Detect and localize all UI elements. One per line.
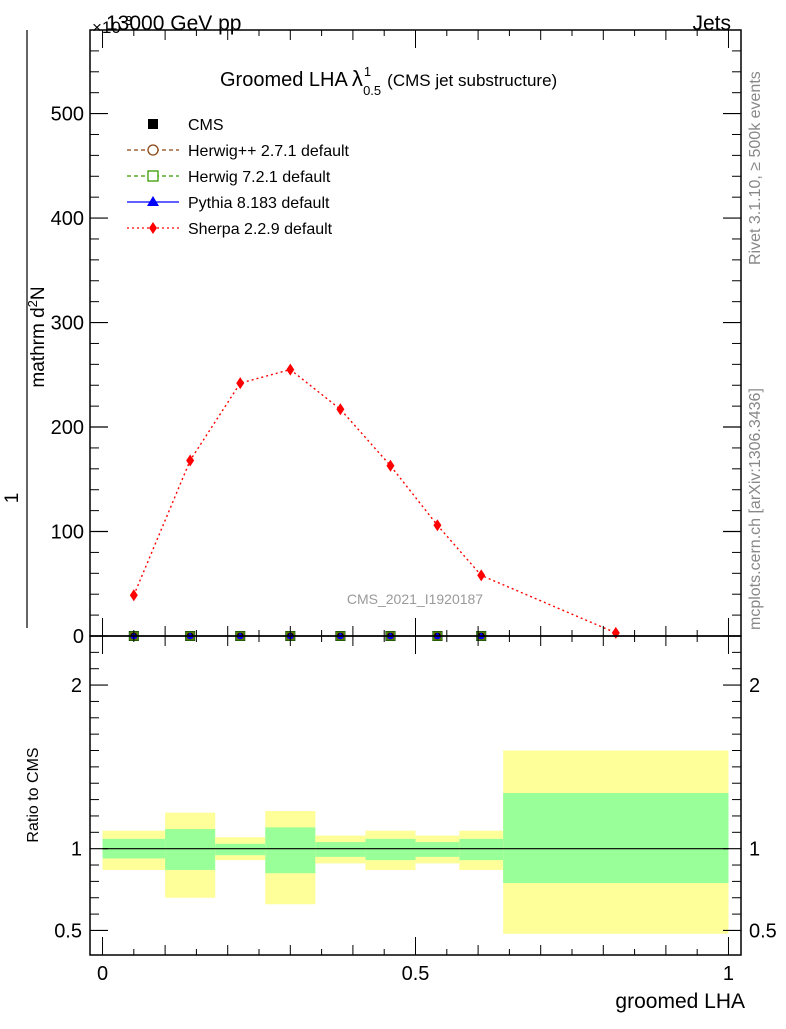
sherpa-point <box>286 363 295 376</box>
y-tick-label: 0 <box>73 626 84 648</box>
exponent-label: ×10-3 <box>92 13 132 37</box>
y-tick-label: 400 <box>51 208 84 230</box>
ratio-bands <box>102 750 729 934</box>
sherpa-point <box>186 454 195 467</box>
y-tick-label: 200 <box>51 417 84 439</box>
ratio-band-inner <box>365 838 416 861</box>
y-tick-label: 100 <box>51 522 84 544</box>
ratio-ticks: 0.5 0.5 1 1 2 2 0 0.5 1 <box>54 636 777 985</box>
legend-entry-sherpa: Sherpa 2.2.9 default <box>127 221 333 238</box>
plot-title-sub: 0.5 <box>363 83 381 98</box>
y-axis-label: 1 mathrm d2N <box>2 30 49 628</box>
legend-marker <box>149 222 157 234</box>
legend-entry-cms: CMS <box>148 117 224 134</box>
y-tick-label: 300 <box>51 313 84 335</box>
ratio-y-tick-label: 1 <box>71 839 82 861</box>
plot-subtitle: (CMS jet substructure) <box>387 71 557 90</box>
ratio-band-inner <box>415 842 460 857</box>
sherpa-point <box>386 459 395 472</box>
legend-label: Herwig++ 2.7.1 default <box>188 143 350 160</box>
legend: CMS Herwig++ 2.7.1 default Herwig 7.2.1 de… <box>127 117 350 238</box>
ratio-y-tick-label-right: 2 <box>749 675 760 697</box>
y-label-prefix: 1 <box>2 493 23 504</box>
legend-marker <box>148 119 158 129</box>
ratio-y-tick-label: 0.5 <box>54 920 82 942</box>
legend-marker <box>147 196 159 206</box>
exponent-base: ×10 <box>92 18 121 37</box>
sherpa-point <box>336 403 345 416</box>
sherpa-point <box>477 569 486 582</box>
x-tick-label: 0.5 <box>402 963 430 985</box>
ratio-y-label: Ratio to CMS <box>25 747 42 842</box>
sherpa-point <box>433 519 442 532</box>
plot-title: Groomed LHA λ1 0.5 (CMS jet substructure) <box>220 64 557 98</box>
ratio-band-inner <box>215 843 266 856</box>
ratio-y-tick-label-right: 0.5 <box>749 920 777 942</box>
legend-label: Herwig 7.2.1 default <box>188 169 331 186</box>
x-tick-label: 1 <box>723 963 734 985</box>
ratio-y-tick-label: 2 <box>71 675 82 697</box>
ratio-band-inner <box>503 793 729 884</box>
analysis-watermark: CMS_2021_I1920187 <box>347 591 483 607</box>
ratio-plot: 0.5 0.5 1 1 2 2 0 0.5 1 Ratio to CMS groomed LHA <box>25 635 777 1013</box>
sherpa-point <box>236 377 245 390</box>
ratio-band-inner <box>459 838 504 861</box>
legend-marker <box>147 144 159 156</box>
mcplots-label: mcplots.cern.ch [arXiv:1306.3436] <box>747 388 764 630</box>
ratio-band-inner <box>265 827 316 874</box>
x-axis-label: groomed LHA <box>615 990 745 1013</box>
legend-label: CMS <box>188 117 224 134</box>
legend-label: Sherpa 2.2.9 default <box>188 221 333 238</box>
main-y-ticks: 0 100 200 300 400 500 <box>51 29 741 648</box>
y-num-end: N <box>28 286 49 300</box>
y-label-numerator: mathrm d2N <box>25 286 49 387</box>
plot-title-symbol: λ <box>352 66 363 91</box>
y-num-text: mathrm d <box>28 307 49 387</box>
sherpa-point <box>611 626 620 639</box>
legend-marker <box>147 170 159 182</box>
sherpa-point <box>129 589 138 602</box>
sherpa-series-line <box>133 368 617 634</box>
ratio-y-tick-label-right: 1 <box>749 839 760 861</box>
category-label: Jets <box>692 12 731 35</box>
legend-entry-herwig7: Herwig 7.2.1 default <box>127 169 331 186</box>
ratio-band-inner <box>165 829 216 870</box>
rivet-version-label: Rivet 3.1.10, ≥ 500k events <box>747 71 764 265</box>
y-num-sup: 2 <box>25 300 40 307</box>
legend-entry-herwigpp: Herwig++ 2.7.1 default <box>127 143 350 160</box>
legend-label: Pythia 8.183 default <box>188 195 330 212</box>
y-tick-label: 500 <box>51 104 84 126</box>
exponent-power: -3 <box>121 13 133 28</box>
ratio-band-inner <box>315 842 366 857</box>
x-tick-label: 0 <box>97 963 108 985</box>
plot-title-text: Groomed LHA <box>220 69 348 91</box>
plot-title-sup: 1 <box>364 64 371 79</box>
legend-entry-pythia: Pythia 8.183 default <box>127 195 330 212</box>
